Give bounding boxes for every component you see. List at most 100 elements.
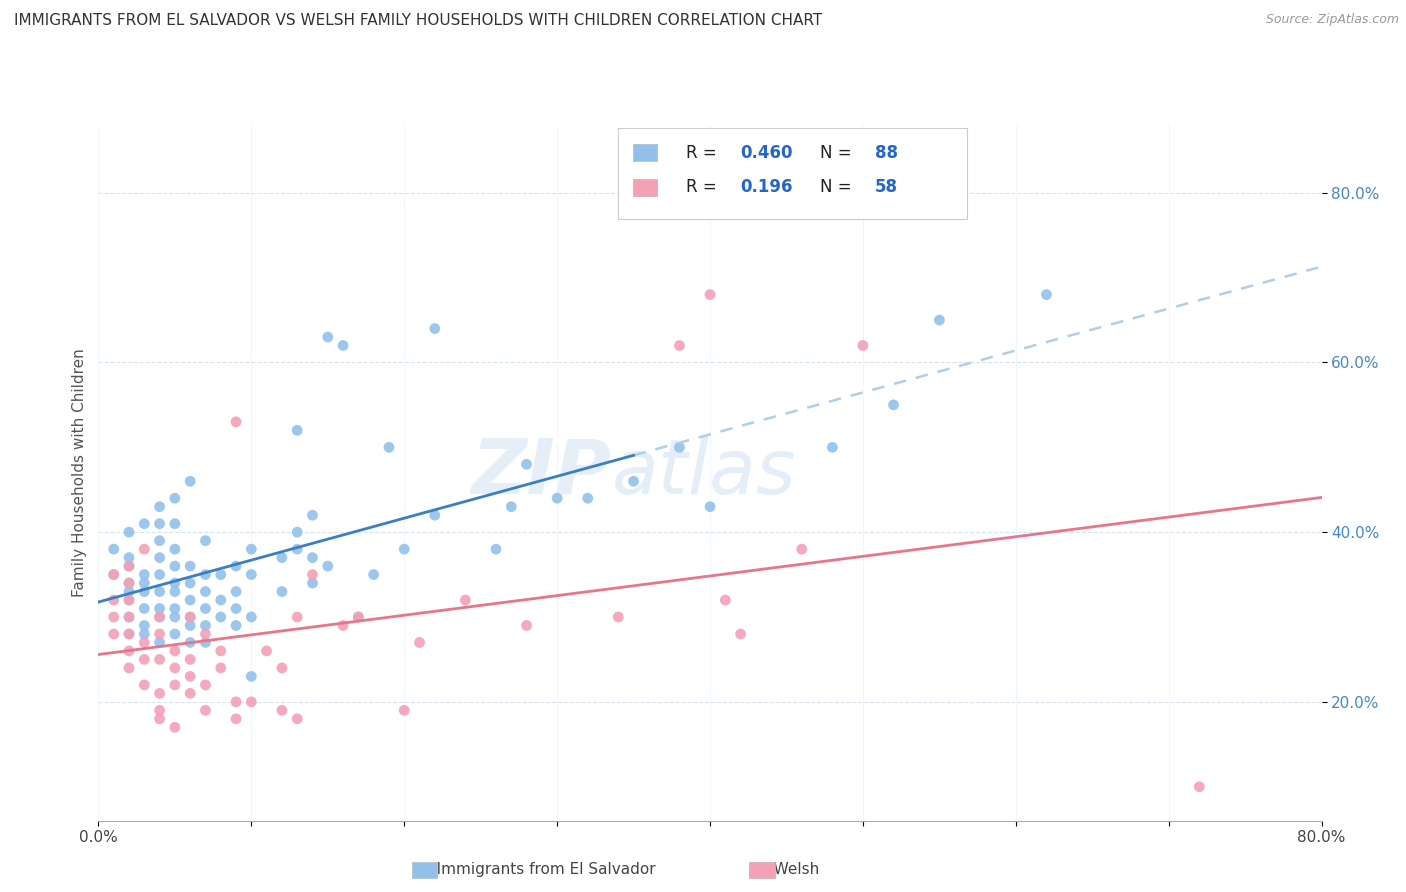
Point — [163, 678, 186, 692]
Point — [576, 491, 599, 506]
Point — [103, 627, 125, 641]
Point — [209, 593, 232, 607]
Point — [118, 559, 141, 574]
Point — [179, 669, 201, 683]
Point — [118, 593, 141, 607]
Point — [240, 542, 263, 557]
Point — [285, 542, 308, 557]
Text: 88: 88 — [875, 144, 898, 161]
Point — [423, 321, 446, 335]
Point — [163, 584, 186, 599]
Point — [118, 576, 141, 591]
Text: 58: 58 — [875, 178, 898, 196]
Point — [149, 533, 172, 548]
Point — [209, 610, 232, 624]
Point — [134, 516, 156, 531]
Point — [546, 491, 568, 506]
Point — [454, 593, 477, 607]
Point — [149, 500, 172, 514]
Point — [149, 652, 172, 666]
Text: ZIP: ZIP — [472, 436, 612, 509]
Point — [179, 610, 201, 624]
Text: R =: R = — [686, 144, 721, 161]
Point — [668, 440, 690, 454]
FancyBboxPatch shape — [633, 144, 658, 161]
Point — [179, 635, 201, 649]
Point — [103, 593, 125, 607]
Point — [118, 661, 141, 675]
Point — [194, 601, 217, 615]
Point — [134, 576, 156, 591]
Point — [607, 610, 630, 624]
Point — [194, 618, 217, 632]
Point — [118, 627, 141, 641]
Point — [1188, 780, 1211, 794]
Point — [301, 550, 323, 565]
Point — [118, 584, 141, 599]
Point — [668, 338, 690, 352]
Text: R =: R = — [686, 178, 727, 196]
Point — [408, 635, 430, 649]
Point — [163, 610, 186, 624]
Point — [316, 330, 339, 344]
Point — [103, 610, 125, 624]
Point — [240, 669, 263, 683]
Point — [194, 533, 217, 548]
Point — [714, 593, 737, 607]
Point — [103, 542, 125, 557]
Text: Immigrants from El Salvador: Immigrants from El Salvador — [422, 863, 655, 877]
Point — [209, 567, 232, 582]
Point — [149, 584, 172, 599]
Point — [118, 559, 141, 574]
Point — [149, 703, 172, 717]
Point — [118, 525, 141, 540]
Point — [179, 559, 201, 574]
Point — [316, 559, 339, 574]
Text: Source: ZipAtlas.com: Source: ZipAtlas.com — [1265, 13, 1399, 27]
Point — [270, 584, 292, 599]
Point — [163, 661, 186, 675]
Point — [149, 610, 172, 624]
Point — [270, 703, 292, 717]
Point — [163, 491, 186, 506]
Point — [332, 338, 354, 352]
Text: atlas: atlas — [612, 436, 797, 509]
Point — [134, 652, 156, 666]
Text: IMMIGRANTS FROM EL SALVADOR VS WELSH FAMILY HOUSEHOLDS WITH CHILDREN CORRELATION: IMMIGRANTS FROM EL SALVADOR VS WELSH FAM… — [14, 13, 823, 29]
Point — [118, 610, 141, 624]
Point — [179, 652, 201, 666]
Y-axis label: Family Households with Children: Family Households with Children — [72, 349, 87, 597]
Point — [270, 550, 292, 565]
Point — [149, 635, 172, 649]
Point — [240, 610, 263, 624]
Point — [301, 508, 323, 523]
Point — [149, 627, 172, 641]
Point — [225, 559, 247, 574]
Point — [179, 475, 201, 489]
Point — [928, 313, 950, 327]
Point — [194, 627, 217, 641]
Point — [730, 627, 752, 641]
Point — [134, 567, 156, 582]
Point — [285, 525, 308, 540]
Point — [821, 440, 844, 454]
Point — [347, 610, 370, 624]
Point — [332, 618, 354, 632]
Point — [118, 576, 141, 591]
Point — [179, 686, 201, 700]
Text: 0.460: 0.460 — [741, 144, 793, 161]
Point — [163, 627, 186, 641]
Point — [163, 516, 186, 531]
Point — [225, 601, 247, 615]
Point — [134, 584, 156, 599]
Point — [225, 415, 247, 429]
Point — [209, 661, 232, 675]
Point — [501, 500, 523, 514]
Point — [118, 610, 141, 624]
Point — [699, 287, 721, 301]
Point — [301, 576, 323, 591]
Point — [270, 661, 292, 675]
Point — [149, 712, 172, 726]
Point — [163, 720, 186, 734]
Text: N =: N = — [820, 178, 858, 196]
